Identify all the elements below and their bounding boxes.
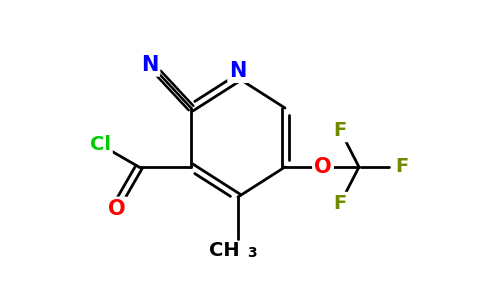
Text: F: F: [333, 121, 347, 140]
Text: 3: 3: [247, 246, 257, 260]
Text: F: F: [395, 158, 408, 176]
Text: N: N: [229, 61, 247, 81]
Text: O: O: [108, 199, 126, 219]
Text: F: F: [333, 194, 347, 213]
Text: CH: CH: [210, 241, 240, 260]
Text: Cl: Cl: [90, 136, 111, 154]
Text: N: N: [141, 55, 158, 75]
Text: O: O: [314, 157, 332, 177]
